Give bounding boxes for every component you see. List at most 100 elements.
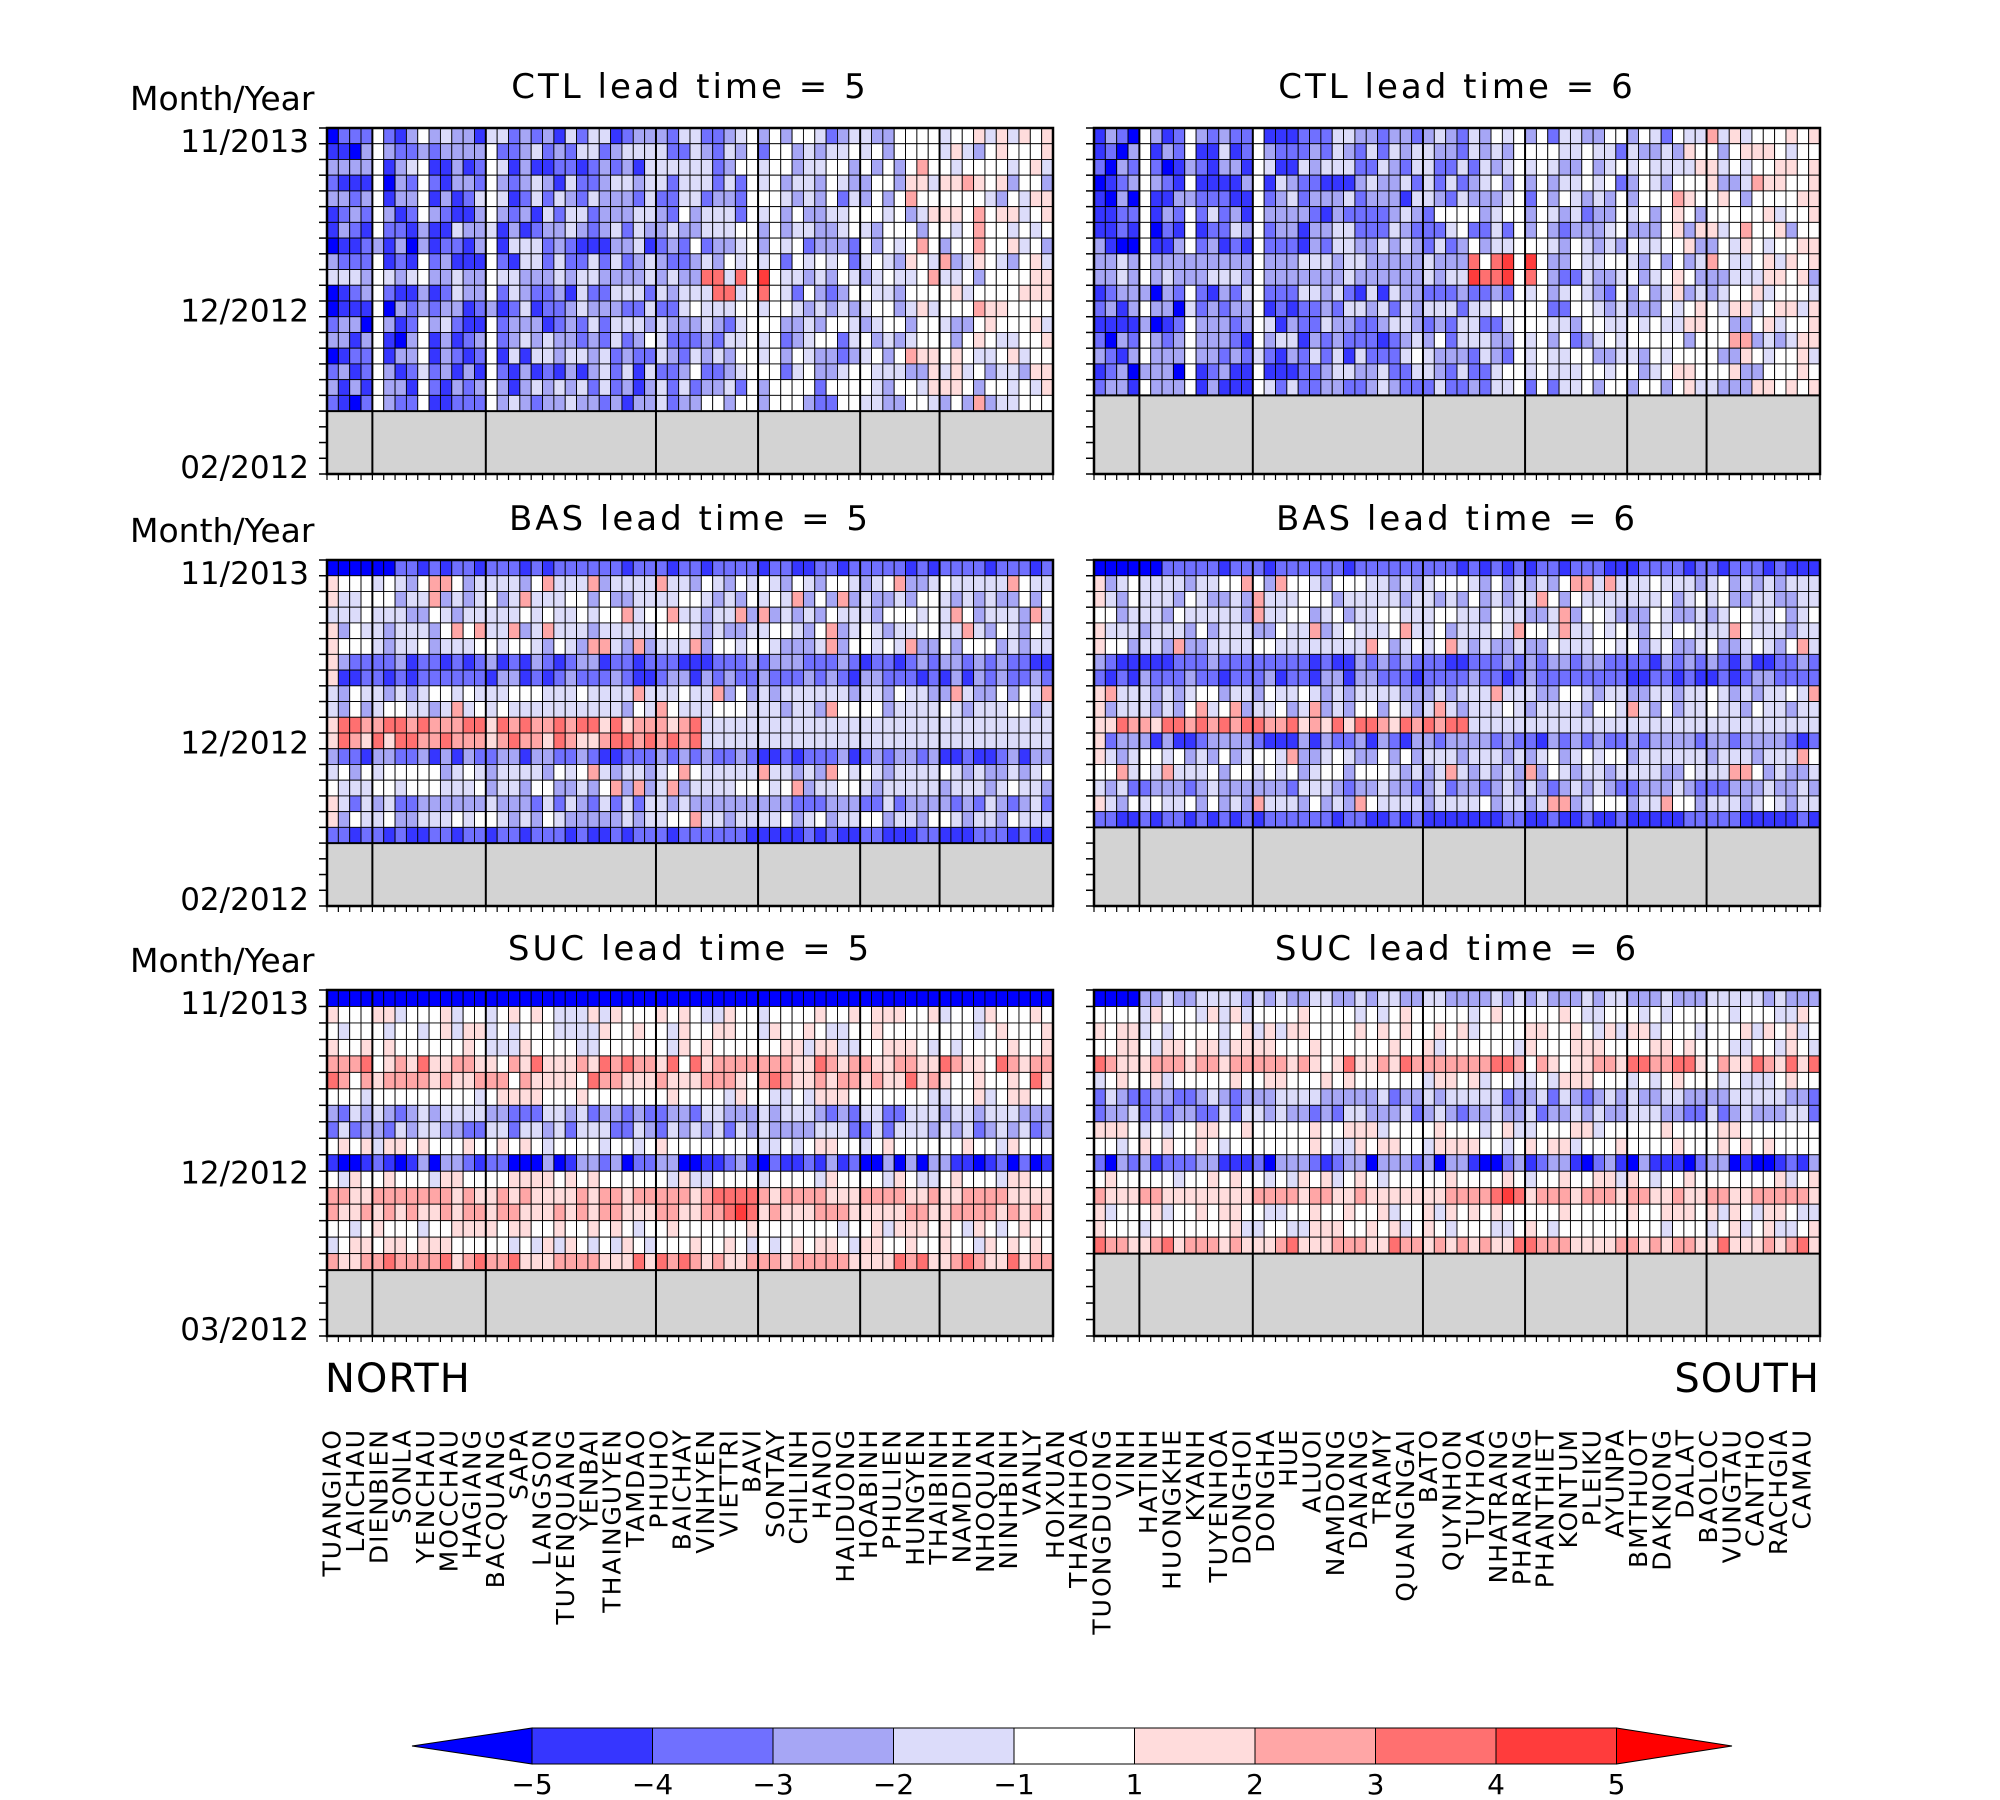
heatmap-cell	[1184, 158, 1197, 176]
heatmap-cell	[360, 669, 373, 687]
heatmap-cell	[984, 795, 997, 813]
heatmap-cell	[1569, 638, 1583, 655]
heatmap-cell	[1206, 127, 1220, 145]
heatmap-cell	[1524, 638, 1537, 655]
heatmap-cell	[837, 221, 850, 239]
heatmap-cell	[610, 795, 623, 813]
heatmap-cell	[893, 190, 906, 208]
heatmap-cell	[1286, 669, 1299, 687]
heatmap-cell	[496, 795, 509, 813]
heatmap-cell	[1331, 606, 1345, 624]
heatmap-cell	[1740, 811, 1753, 828]
heatmap-cell	[462, 206, 475, 223]
heatmap-cell	[1252, 685, 1265, 703]
heatmap-cell	[451, 685, 464, 703]
heatmap-cell	[360, 701, 373, 718]
heatmap-cell	[1547, 379, 1560, 396]
heatmap-cell	[939, 316, 952, 333]
heatmap-cell	[1263, 316, 1276, 333]
heatmap-cell	[1343, 748, 1356, 765]
heatmap-cell	[1524, 685, 1537, 703]
heatmap-cell	[848, 316, 861, 333]
heatmap-cell	[1683, 237, 1696, 255]
heatmap-cell	[1558, 559, 1571, 577]
heatmap-cell	[1184, 174, 1197, 192]
heatmap-cell	[587, 1006, 600, 1024]
heatmap-cell	[1377, 206, 1390, 223]
heatmap-cell	[587, 284, 600, 302]
heatmap-cell	[1513, 143, 1526, 160]
heatmap-cell	[519, 221, 532, 239]
heatmap-cell	[462, 716, 475, 734]
heatmap-cell	[1592, 284, 1605, 302]
heatmap-cell	[337, 795, 351, 813]
heatmap-cell	[1411, 347, 1424, 365]
heatmap-cell	[1479, 332, 1492, 349]
heatmap-cell	[723, 221, 736, 239]
heatmap-cell	[1309, 284, 1322, 302]
heatmap-cell	[1649, 653, 1662, 671]
heatmap-cell	[689, 748, 702, 765]
heatmap-cell	[1558, 158, 1571, 176]
heatmap-cell	[1683, 269, 1696, 286]
heatmap-cell	[576, 685, 589, 703]
heatmap-cell	[678, 795, 691, 813]
heatmap-cell	[1354, 190, 1367, 208]
heatmap-cell	[644, 269, 657, 286]
heatmap-cell	[882, 127, 895, 145]
heatmap-cell	[871, 779, 884, 797]
heatmap-cell	[1501, 685, 1515, 703]
heatmap-cell	[1286, 559, 1299, 577]
heatmap-cell	[961, 826, 975, 844]
heatmap-cell	[1218, 379, 1231, 396]
panel-title: CTL lead time = 6	[1278, 67, 1635, 107]
heatmap-cell	[973, 559, 986, 577]
heatmap-cell	[1297, 653, 1310, 671]
heatmap-cell	[1785, 606, 1798, 624]
heatmap-cell	[1411, 622, 1424, 640]
heatmap-cell	[837, 269, 850, 286]
heatmap-cell	[871, 379, 884, 396]
heatmap-cell	[1422, 653, 1435, 671]
heatmap-cell	[496, 622, 509, 640]
heatmap-cell	[474, 826, 487, 844]
heatmap-cell	[723, 143, 736, 160]
heatmap-cell	[871, 559, 884, 577]
heatmap-cell	[1638, 559, 1651, 577]
heatmap-cell	[973, 764, 986, 781]
heatmap-cell	[371, 394, 385, 412]
heatmap-cell	[916, 685, 929, 703]
heatmap-cell	[916, 174, 929, 192]
heatmap-cell	[451, 795, 464, 813]
heatmap-cell	[1195, 190, 1208, 208]
heatmap-cell	[1331, 237, 1345, 255]
heatmap-cell	[621, 811, 634, 828]
heatmap-cell	[1331, 379, 1345, 396]
heatmap-cell	[371, 779, 385, 797]
heatmap-cell	[621, 748, 634, 765]
heatmap-cell	[791, 1006, 804, 1024]
heatmap-cell	[871, 221, 884, 239]
heatmap-cell	[1740, 143, 1753, 160]
heatmap-cell	[405, 622, 419, 640]
heatmap-cell	[428, 622, 441, 640]
heatmap-cell	[1569, 363, 1583, 381]
heatmap-cell	[1581, 269, 1594, 286]
heatmap-cell	[1241, 779, 1254, 797]
heatmap-cell	[768, 1006, 782, 1024]
heatmap-cell	[780, 716, 793, 734]
heatmap-cell	[405, 190, 419, 208]
heatmap-cell	[666, 269, 680, 286]
heatmap-cell	[1785, 237, 1798, 255]
heatmap-cell	[950, 347, 963, 365]
heatmap-cell	[1706, 653, 1719, 671]
heatmap-cell	[780, 606, 793, 624]
heatmap-cell	[780, 638, 793, 655]
heatmap-cell	[1116, 811, 1129, 828]
heatmap-cell	[1774, 269, 1787, 286]
heatmap-cell	[542, 316, 555, 333]
heatmap-cell	[1161, 732, 1174, 750]
heatmap-cell	[1762, 127, 1776, 145]
heatmap-cell	[428, 638, 441, 655]
heatmap-cell	[451, 779, 464, 797]
